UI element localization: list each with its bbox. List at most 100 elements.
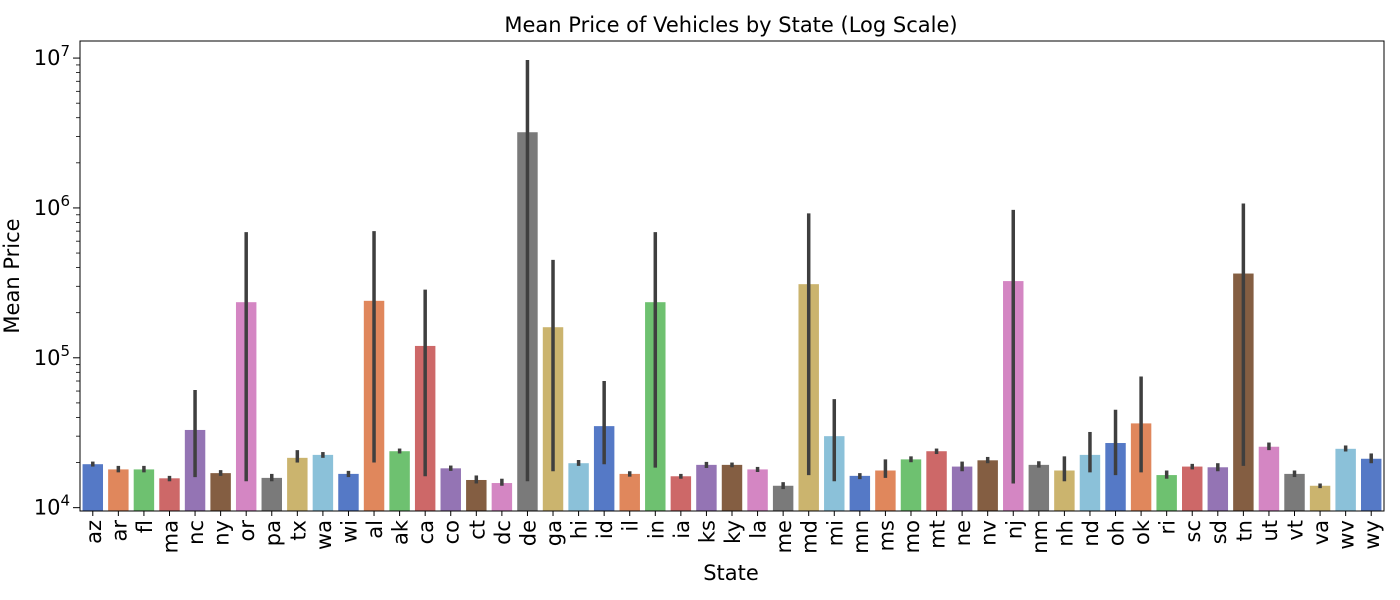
x-tick-label-ca: ca (414, 520, 438, 544)
x-tick-label-il: il (619, 520, 643, 532)
y-axis-ticks: 104 105 106 107 (34, 42, 80, 520)
error-bars-group (91, 60, 1373, 490)
bar-oh (1105, 443, 1126, 511)
bar-id (593, 426, 615, 511)
x-tick-label-dc: dc (491, 520, 515, 545)
bar-wi (338, 473, 359, 511)
bar-ky (721, 464, 743, 511)
x-tick-label-ms: ms (874, 520, 898, 551)
x-tick-label-me: me (772, 520, 796, 553)
x-tick-label-nm: nm (1028, 520, 1052, 554)
x-tick-label-ct: ct (465, 520, 489, 540)
x-tick-label-sc: sc (1181, 520, 1205, 543)
x-tick-label-mo: mo (900, 520, 924, 553)
bar-sd (1207, 467, 1229, 511)
x-tick-label-nv: nv (977, 520, 1001, 546)
bar-pa (261, 477, 282, 511)
x-tick-label-mn: mn (849, 520, 873, 554)
bar-ct (466, 479, 487, 511)
x-tick-label-or: or (235, 520, 259, 542)
bar-nm (1028, 464, 1050, 511)
x-tick-label-wv: wv (1335, 520, 1359, 550)
y-axis-label: Mean Price (0, 218, 24, 333)
x-tick-label-va: va (1309, 520, 1333, 545)
bar-sc (1182, 466, 1203, 511)
y-tick-label: 105 (34, 342, 70, 370)
x-tick-label-ak: ak (389, 519, 413, 545)
x-tick-label-ia: ia (670, 520, 694, 539)
x-tick-label-ks: ks (695, 520, 719, 543)
x-tick-label-la: la (747, 520, 771, 539)
x-tick-label-oh: oh (1105, 520, 1129, 546)
x-tick-label-ok: ok (1130, 519, 1154, 545)
bar-il (619, 473, 640, 511)
x-tick-label-nj: nj (1002, 520, 1026, 539)
x-tick-label-wy: wy (1360, 520, 1384, 550)
x-tick-label-nc: nc (184, 520, 208, 545)
x-tick-label-ma: ma (158, 520, 182, 553)
bar-ri (1156, 475, 1177, 511)
x-tick-label-nh: nh (1053, 520, 1077, 547)
bar-fl (133, 469, 155, 511)
x-tick-label-id: id (593, 520, 617, 539)
x-axis-tick-labels: az ar fl ma nc ny or pa tx wa wi al ak ca co ct dc de ga hi… (82, 511, 1384, 554)
x-tick-label-ky: ky (721, 520, 745, 544)
x-tick-label-wi: wi (337, 520, 361, 543)
x-tick-label-ne: ne (951, 520, 975, 546)
x-tick-label-sd: sd (1207, 520, 1231, 544)
bar-mn (849, 475, 871, 511)
x-tick-label-ga: ga (542, 520, 566, 546)
y-tick-label: 107 (34, 42, 70, 70)
x-tick-label-tx: tx (286, 520, 310, 541)
bar-me (772, 485, 794, 511)
x-tick-label-tn: tn (1232, 520, 1256, 542)
x-tick-label-nd: nd (1079, 520, 1103, 547)
x-tick-label-al: al (363, 520, 387, 539)
bar-wv (1335, 448, 1356, 511)
bar-vt (1284, 473, 1305, 511)
bar-ia (670, 476, 692, 511)
x-tick-label-mi: mi (823, 520, 847, 546)
y-tick-label: 104 (34, 492, 70, 520)
bar-ks (696, 464, 717, 511)
x-tick-label-vt: vt (1284, 520, 1308, 541)
x-tick-label-de: de (516, 520, 540, 546)
bar-nd (1079, 454, 1101, 511)
bar-ar (108, 469, 129, 511)
x-tick-label-ar: ar (107, 520, 131, 542)
bar-tx (287, 457, 308, 511)
bar-va (1309, 485, 1331, 511)
x-tick-label-md: md (798, 520, 822, 554)
bar-ma (159, 478, 180, 511)
x-tick-label-ut: ut (1258, 520, 1282, 542)
x-tick-label-hi: hi (568, 520, 592, 539)
bar-co (440, 468, 461, 511)
y-tick-label: 106 (34, 192, 70, 220)
bar-nh (1054, 470, 1075, 511)
bar-wa (312, 454, 334, 511)
bar-ne (951, 466, 973, 511)
plot-frame (79, 40, 1385, 512)
bars-group (82, 132, 1382, 511)
bar-hi (568, 463, 589, 511)
x-tick-label-ri: ri (1156, 520, 1180, 534)
bar-mt (926, 451, 947, 511)
x-tick-label-pa: pa (261, 520, 285, 546)
bar-ny (210, 473, 231, 511)
bar-ak (389, 451, 410, 511)
chart-title: Mean Price of Vehicles by State (Log Sca… (504, 13, 957, 37)
bar-az (82, 464, 104, 511)
bar-wy (1360, 458, 1382, 511)
bar-nv (977, 460, 998, 511)
x-tick-label-ny: ny (210, 520, 234, 546)
x-tick-label-mt: mt (926, 520, 950, 549)
bar-ut (1258, 446, 1280, 511)
bar-la (747, 469, 768, 511)
x-tick-label-co: co (440, 520, 464, 544)
x-tick-label-fl: fl (133, 520, 157, 533)
x-tick-label-wa: wa (312, 520, 336, 550)
x-axis-label: State (703, 561, 759, 585)
x-tick-label-az: az (82, 520, 106, 544)
bar-dc (491, 483, 513, 511)
bar-mo (900, 459, 922, 511)
